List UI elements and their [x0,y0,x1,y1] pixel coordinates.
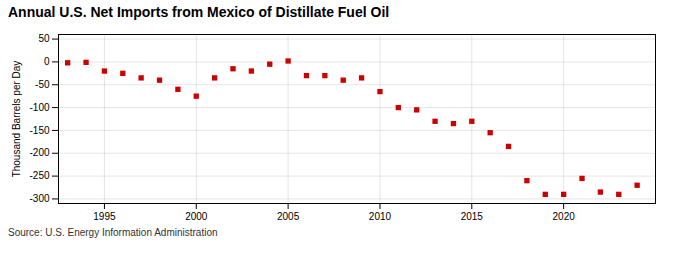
svg-text:2000: 2000 [185,211,208,222]
svg-text:2020: 2020 [553,211,576,222]
svg-text:-300: -300 [29,193,49,204]
svg-text:-50: -50 [35,79,50,90]
svg-text:-150: -150 [29,125,49,136]
html-text:Source: U.S. Energy Informatio: Source: U.S. Energy Information Administ… [8,227,218,238]
svg-text:-200: -200 [29,147,49,158]
svg-text:-100: -100 [29,102,49,113]
svg-text:-250: -250 [29,170,49,181]
html-text:Annual U.S. Net Imports from M: Annual U.S. Net Imports from Mexico of D… [8,4,390,20]
svg-text:2015: 2015 [461,211,484,222]
svg-text:2005: 2005 [277,211,300,222]
svg-text:50: 50 [38,33,50,44]
svg-text:0: 0 [44,56,50,67]
svg-text:Thousand Barrels per Day: Thousand Barrels per Day [11,61,22,178]
svg-text:1995: 1995 [93,211,116,222]
svg-text:2010: 2010 [369,211,392,222]
